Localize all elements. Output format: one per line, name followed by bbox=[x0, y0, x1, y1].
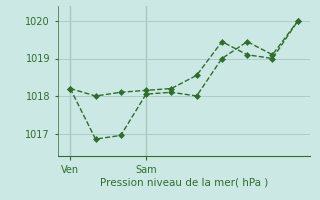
X-axis label: Pression niveau de la mer( hPa ): Pression niveau de la mer( hPa ) bbox=[100, 178, 268, 188]
